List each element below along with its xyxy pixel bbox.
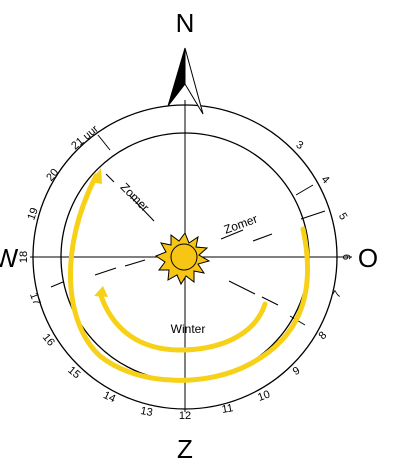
summer-sun-path [67, 173, 311, 383]
hour-label: 14 [101, 389, 117, 405]
north-label: N [176, 8, 195, 38]
winter-sun-path [97, 290, 268, 353]
sun-icon [154, 231, 211, 286]
hour-label: 12 [179, 410, 191, 422]
hour-label: 6 [340, 254, 352, 260]
north-arrow-icon [167, 47, 204, 115]
winter-label: Winter [171, 322, 206, 336]
hour-label: 20 [44, 167, 61, 184]
hour-label: 17 [27, 291, 42, 307]
east-label: O [358, 243, 378, 273]
hour-label: 21 uur [69, 123, 101, 152]
summer-label-right: Zomer [222, 212, 259, 237]
winter-path-arrowhead [94, 286, 108, 297]
hour-label: 3 [294, 139, 305, 152]
sunrise-sunset-lines [94, 173, 326, 306]
hour-label: 13 [139, 405, 153, 419]
hour-label: 8 [316, 329, 329, 342]
south-label: Z [177, 434, 193, 464]
hour-label: 18 [18, 251, 30, 263]
hour-label: 9 [291, 365, 302, 378]
hour-label: 11 [221, 402, 234, 416]
hour-label: 7 [331, 289, 344, 300]
summer-label-left: Zomer [118, 180, 152, 214]
west-label: W [0, 243, 19, 273]
hour-label: 5 [336, 211, 349, 222]
summer-path-arrowhead [90, 168, 102, 184]
hour-label: 19 [25, 206, 40, 222]
hour-label: 10 [256, 388, 272, 403]
hour-label: 4 [319, 173, 332, 186]
